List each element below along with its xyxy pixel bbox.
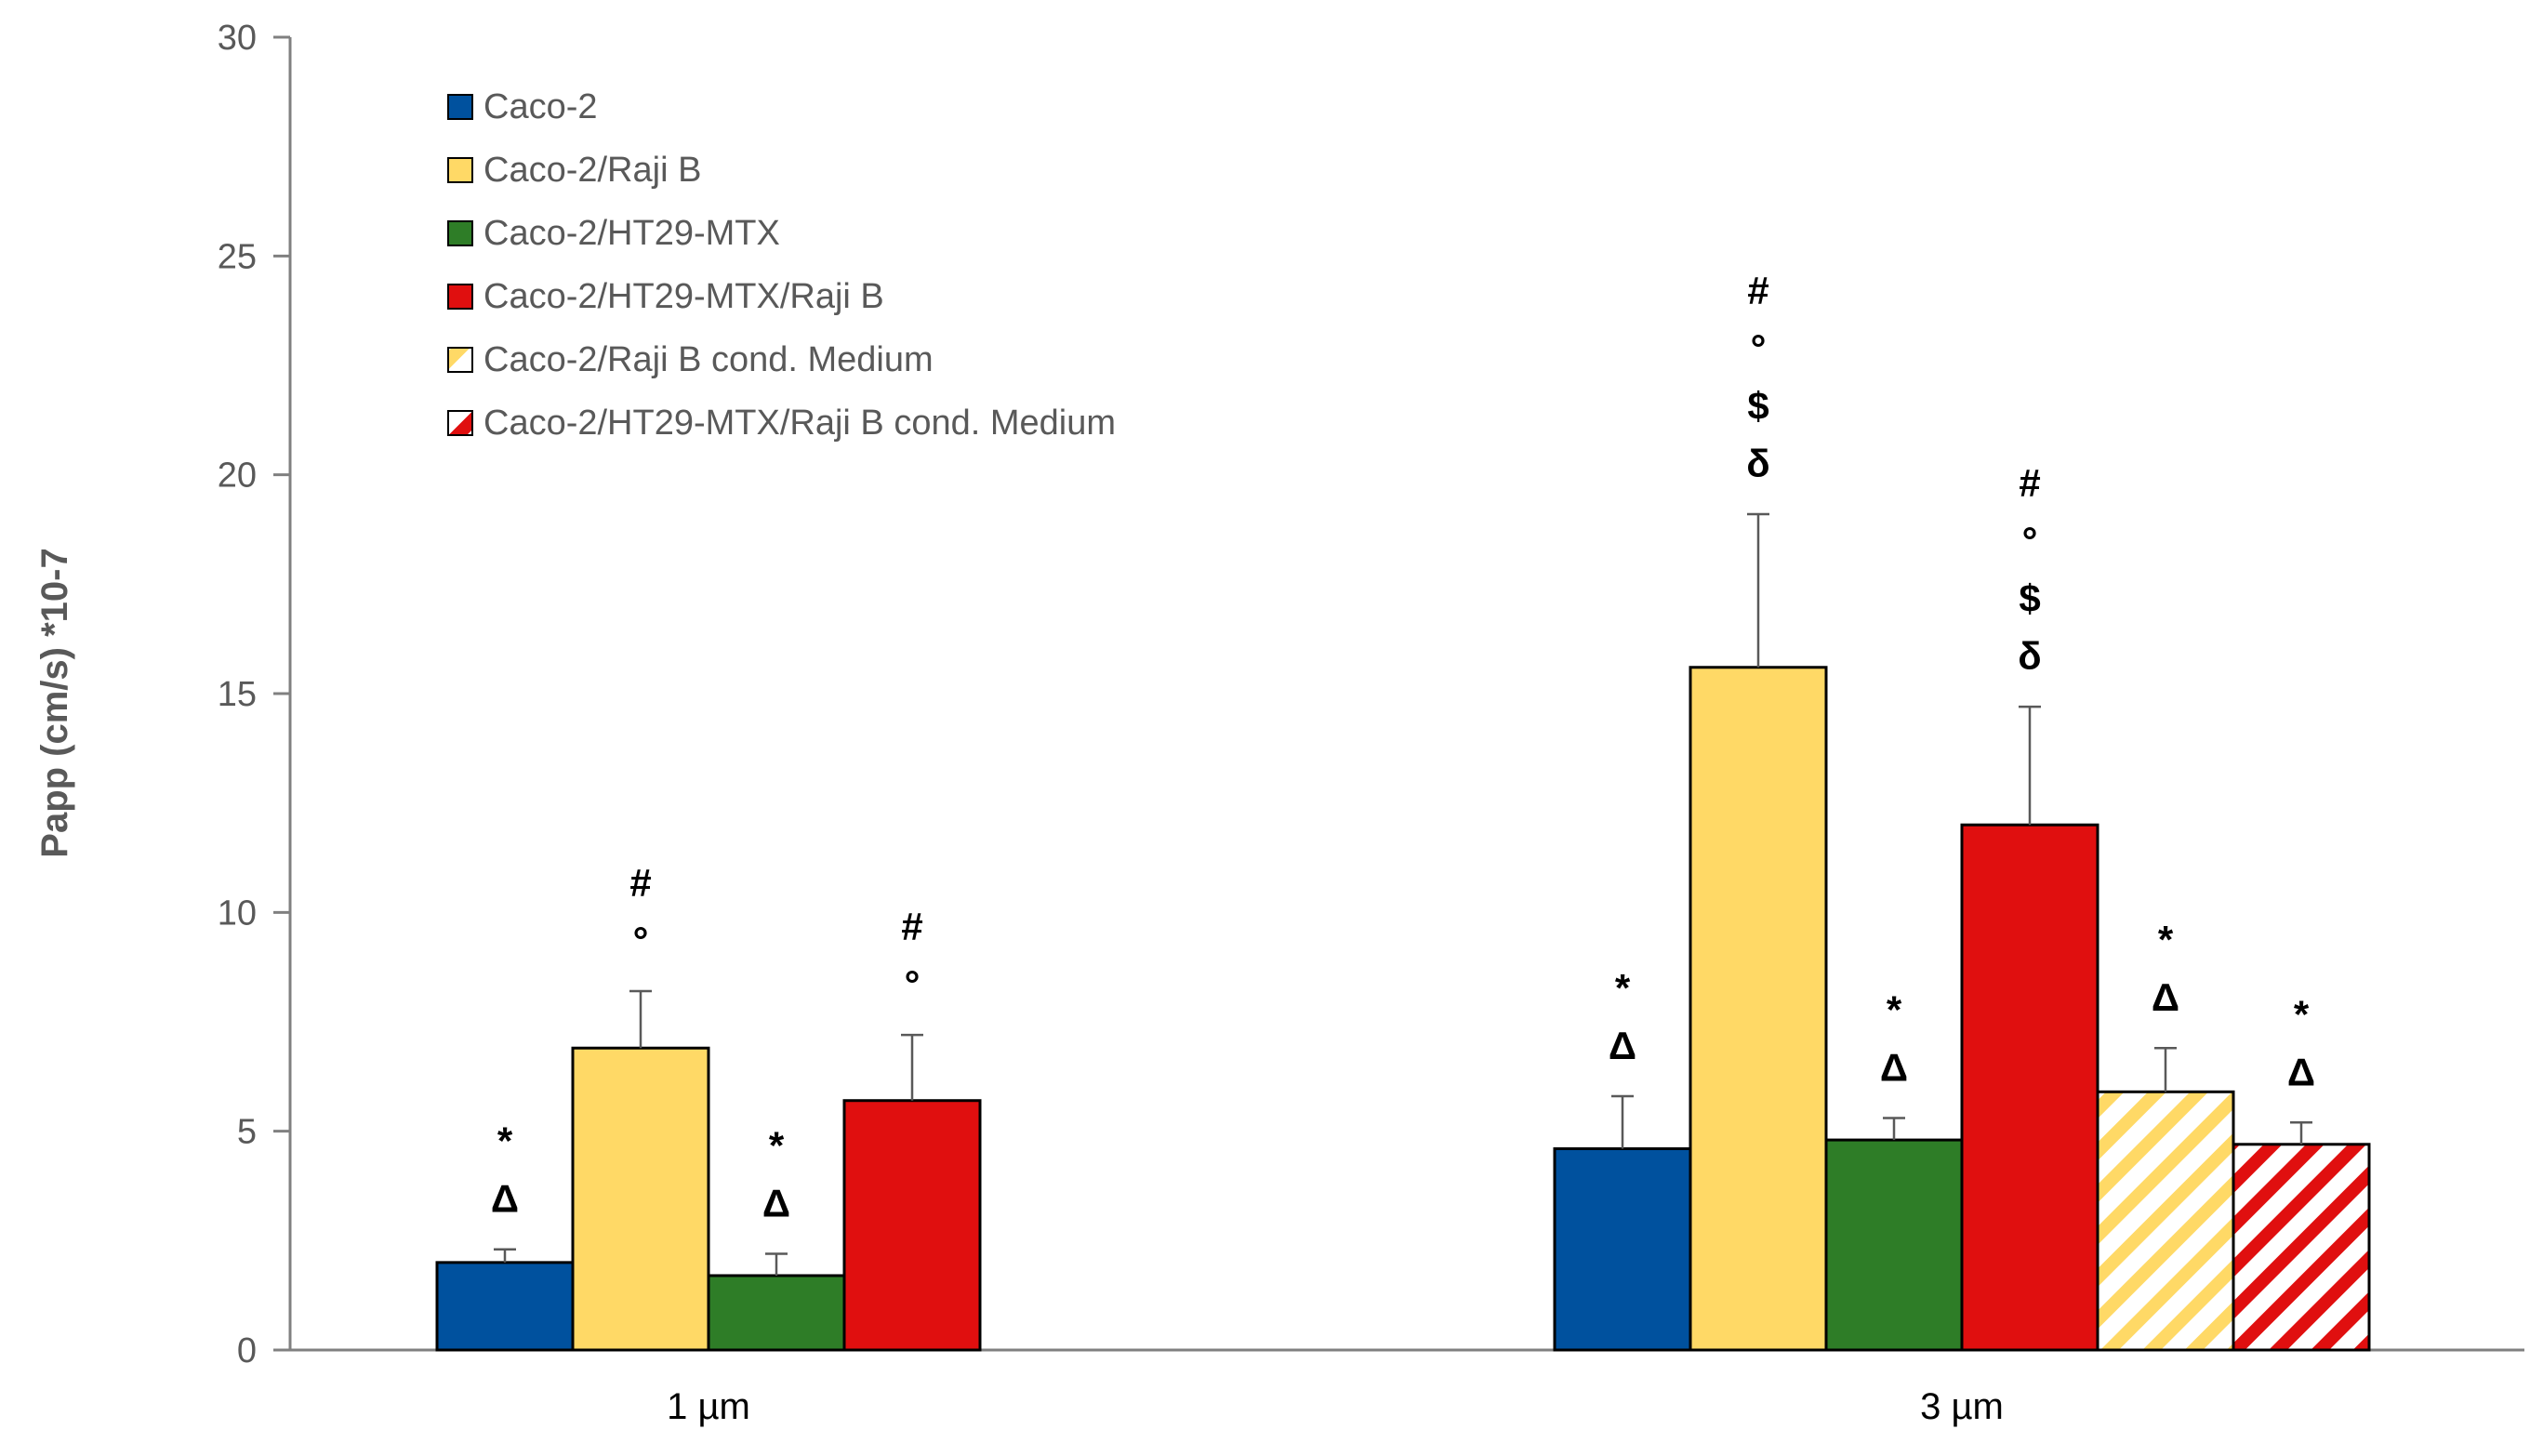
bar-caco-2-raji-b-cond-medium-2 [2096, 1090, 2235, 1352]
significance-marker: Δ [762, 1181, 790, 1224]
significance-marker: ° [2022, 519, 2038, 563]
significance-marker: # [629, 861, 651, 905]
annotations: * Δ # ° * Δ # ° * Δ # ° $ δ * Δ # ° $ δ * Δ * Δ [491, 269, 2315, 1224]
y-tick-label: 30 [218, 19, 257, 58]
significance-marker: ° [905, 962, 921, 1006]
significance-marker: * [2158, 918, 2174, 961]
significance-marker: ° [633, 919, 649, 962]
bar-caco-2-ht29-mtx-raji-b-1 [842, 1099, 982, 1352]
y-tick-label: 10 [218, 893, 257, 933]
significance-marker: * [2294, 992, 2310, 1036]
significance-marker: # [2019, 461, 2040, 505]
legend-label-caco-2-raji-b: Caco-2/Raji B [483, 151, 701, 190]
legend-label-caco-2-ht29-mtx: Caco-2/HT29-MTX [483, 214, 780, 253]
bars [435, 512, 2371, 1352]
significance-marker: * [1887, 988, 1902, 1032]
bar-caco-2-raji-b-1 [571, 1046, 710, 1352]
legend-swatch-caco-2-ht29-mtx-raji-b-cond-medium [447, 410, 473, 436]
significance-marker: * [497, 1119, 513, 1163]
significance-marker: Δ [491, 1177, 519, 1221]
significance-marker: * [1615, 966, 1631, 1010]
bar-caco-2-2 [1553, 1146, 1692, 1352]
legend-swatch-caco-2-raji-b [447, 157, 473, 183]
significance-marker: Δ [1880, 1046, 1908, 1090]
bar-caco-2-1 [435, 1261, 575, 1352]
significance-marker: δ [1746, 442, 1769, 485]
y-tick-label: 20 [218, 457, 257, 496]
significance-marker: # [901, 905, 922, 948]
significance-marker: $ [2019, 576, 2040, 620]
significance-marker: $ [1747, 384, 1768, 428]
y-tick-label: 25 [218, 237, 257, 276]
y-tick-label: 15 [218, 675, 257, 714]
x-category-label: 1 µm [667, 1386, 750, 1427]
significance-marker: Δ [2152, 975, 2179, 1019]
legend-label-caco-2-ht29-mtx-raji-b-cond-medium: Caco-2/HT29-MTX/Raji B cond. Medium [483, 404, 1116, 443]
legend-label-caco-2-raji-b-cond-medium: Caco-2/Raji B cond. Medium [483, 340, 934, 379]
significance-marker: # [1747, 269, 1768, 312]
legend-swatch-caco-2-raji-b-cond-medium [447, 347, 473, 373]
bar-caco-2-raji-b-2 [1689, 666, 1828, 1352]
bar-caco-2-ht29-mtx-1 [707, 1274, 846, 1352]
significance-marker: Δ [1609, 1024, 1636, 1067]
legend: Caco-2 Caco-2/Raji B Caco-2/HT29-MTX Caco-2… [447, 87, 1116, 443]
significance-marker: δ [2018, 634, 2041, 678]
legend-label-caco-2-ht29-mtx-raji-b: Caco-2/HT29-MTX/Raji B [483, 277, 884, 316]
significance-marker: ° [1751, 326, 1767, 370]
y-tick-label: 5 [237, 1113, 257, 1152]
legend-label-caco-2: Caco-2 [483, 87, 598, 126]
significance-marker: * [769, 1123, 785, 1167]
y-axis-title: Papp (cm/s) *10-7 [34, 548, 75, 857]
legend-swatch-caco-2-ht29-mtx [447, 220, 473, 246]
significance-marker: Δ [2287, 1050, 2315, 1093]
legend-swatch-caco-2-ht29-mtx-raji-b [447, 284, 473, 310]
x-category-label: 3 µm [1920, 1386, 2004, 1427]
legend-swatch-caco-2 [447, 94, 473, 120]
bar-caco-2-ht29-mtx-raji-b-2 [1960, 823, 2099, 1352]
bar-caco-2-ht29-mtx-2 [1824, 1138, 1964, 1352]
y-tick-label: 0 [237, 1331, 257, 1370]
bar-caco-2-ht29-mtx-raji-b-cond-medium-2 [2232, 1143, 2371, 1352]
